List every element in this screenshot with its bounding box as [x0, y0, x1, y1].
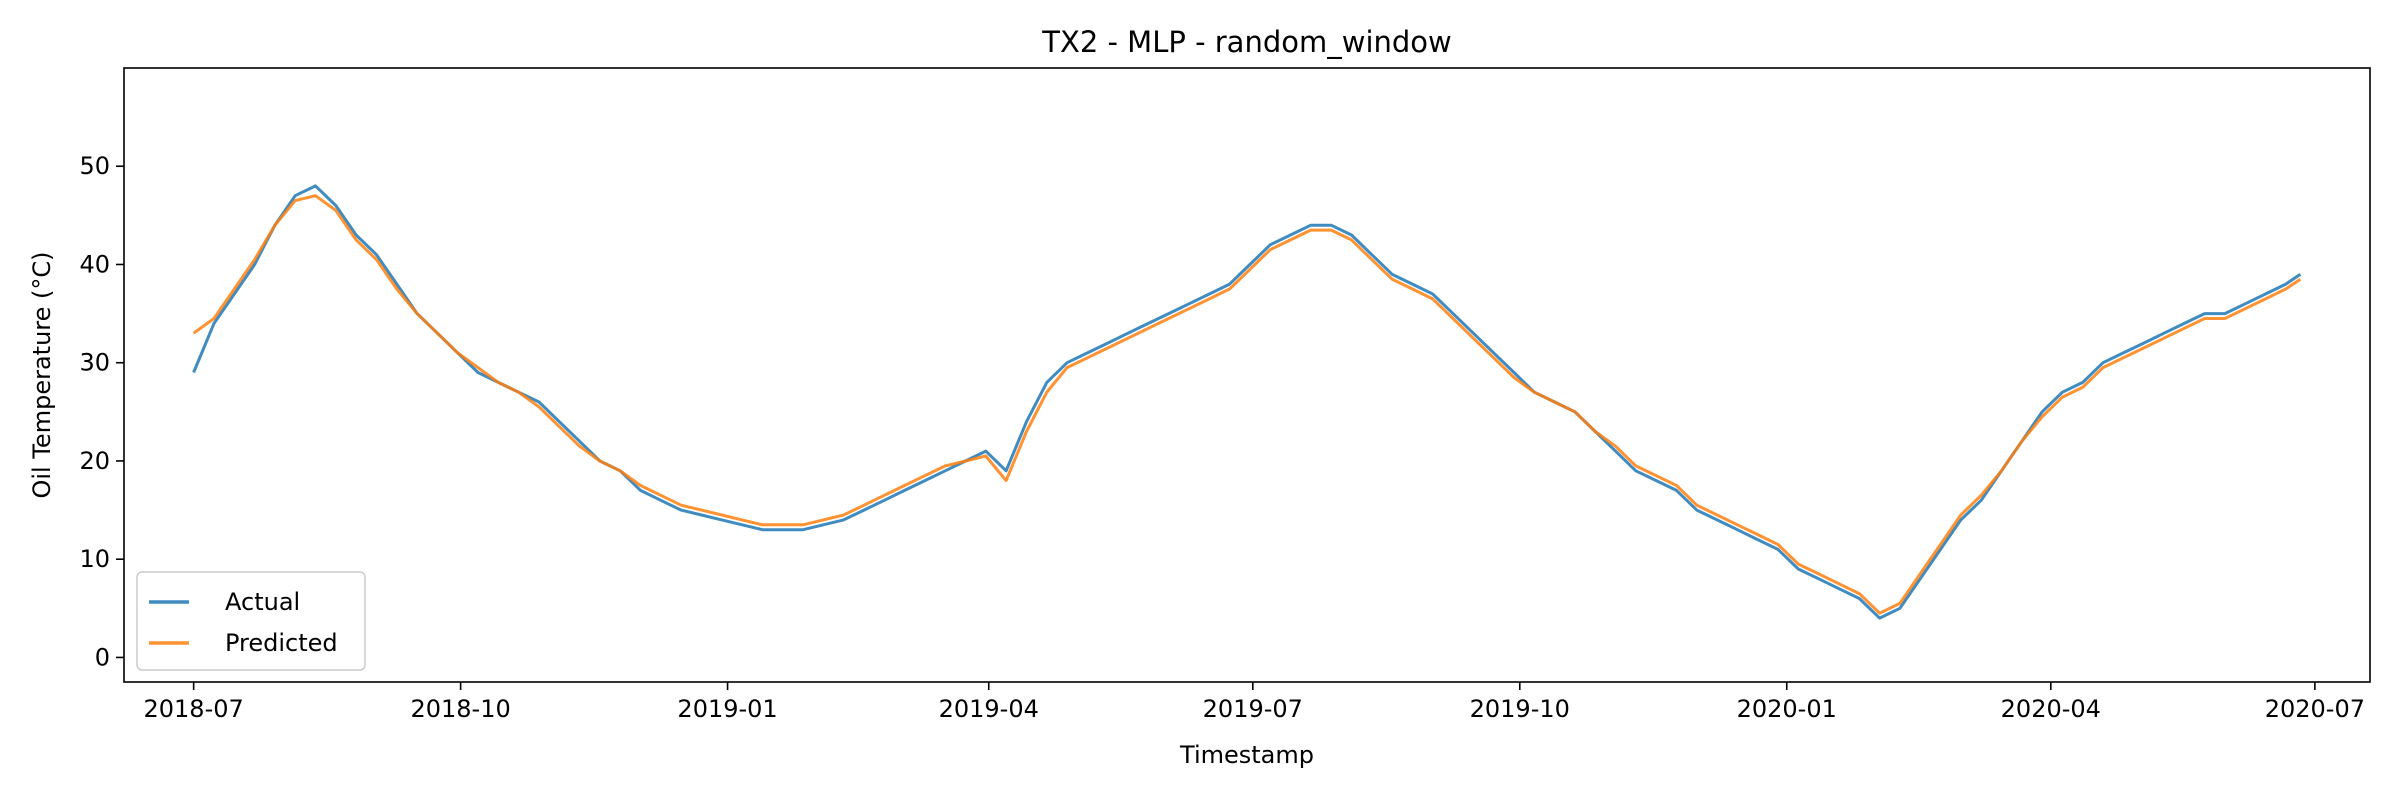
plot-area-frame — [123, 67, 2371, 683]
legend-box — [136, 571, 366, 671]
y-axis-label: Oil Temperature (°C) — [28, 252, 56, 499]
x-tick-label: 2019-10 — [1470, 695, 1570, 723]
y-tick-label: 40 — [79, 250, 110, 278]
x-tick-label: 2018-10 — [410, 695, 510, 723]
x-axis: 2018-07 2018-10 2019-01 2019-04 2019-07 2019-… — [144, 682, 2365, 723]
x-tick-label: 2019-07 — [1203, 695, 1303, 723]
legend: Actual Predicted — [136, 571, 366, 671]
legend-label-predicted: Predicted — [225, 629, 338, 657]
x-tick-label: 2019-01 — [677, 695, 777, 723]
y-tick-label: 50 — [79, 152, 110, 180]
series-layer — [192, 184, 2302, 620]
x-tick-label: 2020-07 — [2265, 695, 2365, 723]
legend-label-actual: Actual — [225, 588, 300, 616]
x-axis-label: Timestamp — [1179, 741, 1314, 769]
series-line-actual — [192, 184, 2302, 620]
y-tick-label: 20 — [79, 447, 110, 475]
x-tick-label: 2019-04 — [939, 695, 1039, 723]
y-tick-label: 0 — [95, 643, 110, 671]
x-tick-label: 2020-01 — [1737, 695, 1837, 723]
y-tick-label: 10 — [79, 545, 110, 573]
x-tick-label: 2018-07 — [144, 695, 244, 723]
series-line-predicted — [192, 194, 2302, 615]
chart-title: TX2 - MLP - random_window — [1041, 25, 1452, 59]
y-axis: 0 10 20 30 40 50 — [79, 152, 124, 671]
y-tick-label: 30 — [79, 349, 110, 377]
x-tick-label: 2020-04 — [2001, 695, 2101, 723]
